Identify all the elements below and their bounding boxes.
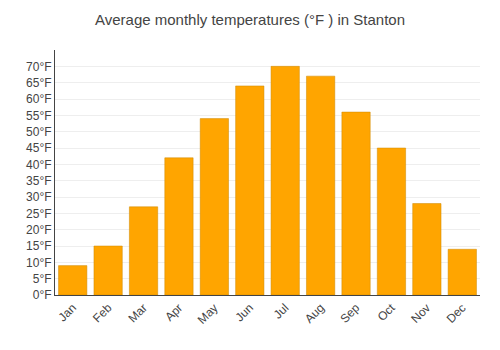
svg-text:May: May bbox=[195, 301, 221, 327]
svg-text:Sep: Sep bbox=[337, 301, 362, 326]
svg-text:30°F: 30°F bbox=[26, 190, 51, 204]
svg-text:20°F: 20°F bbox=[26, 223, 51, 237]
svg-text:65°F: 65°F bbox=[26, 76, 51, 90]
svg-text:Dec: Dec bbox=[444, 301, 469, 326]
svg-text:35°F: 35°F bbox=[26, 174, 51, 188]
svg-text:15°F: 15°F bbox=[26, 239, 51, 253]
svg-text:55°F: 55°F bbox=[26, 109, 51, 123]
svg-text:Jan: Jan bbox=[55, 301, 79, 325]
svg-text:50°F: 50°F bbox=[26, 125, 51, 139]
svg-text:5°F: 5°F bbox=[33, 272, 52, 286]
svg-text:Oct: Oct bbox=[375, 300, 399, 324]
svg-text:Average monthly temperatures (: Average monthly temperatures (°F ) in St… bbox=[95, 11, 405, 28]
svg-text:10°F: 10°F bbox=[26, 256, 51, 270]
svg-text:40°F: 40°F bbox=[26, 158, 51, 172]
svg-text:Apr: Apr bbox=[162, 301, 185, 324]
svg-text:60°F: 60°F bbox=[26, 92, 51, 106]
svg-text:Aug: Aug bbox=[302, 301, 327, 326]
svg-text:Nov: Nov bbox=[408, 301, 433, 326]
svg-text:Mar: Mar bbox=[125, 301, 150, 326]
svg-text:25°F: 25°F bbox=[26, 207, 51, 221]
svg-text:Jul: Jul bbox=[271, 301, 292, 322]
svg-text:Jun: Jun bbox=[233, 301, 257, 325]
svg-text:45°F: 45°F bbox=[26, 141, 51, 155]
svg-text:70°F: 70°F bbox=[26, 60, 51, 74]
svg-text:Feb: Feb bbox=[90, 301, 115, 326]
svg-text:0°F: 0°F bbox=[33, 288, 52, 302]
